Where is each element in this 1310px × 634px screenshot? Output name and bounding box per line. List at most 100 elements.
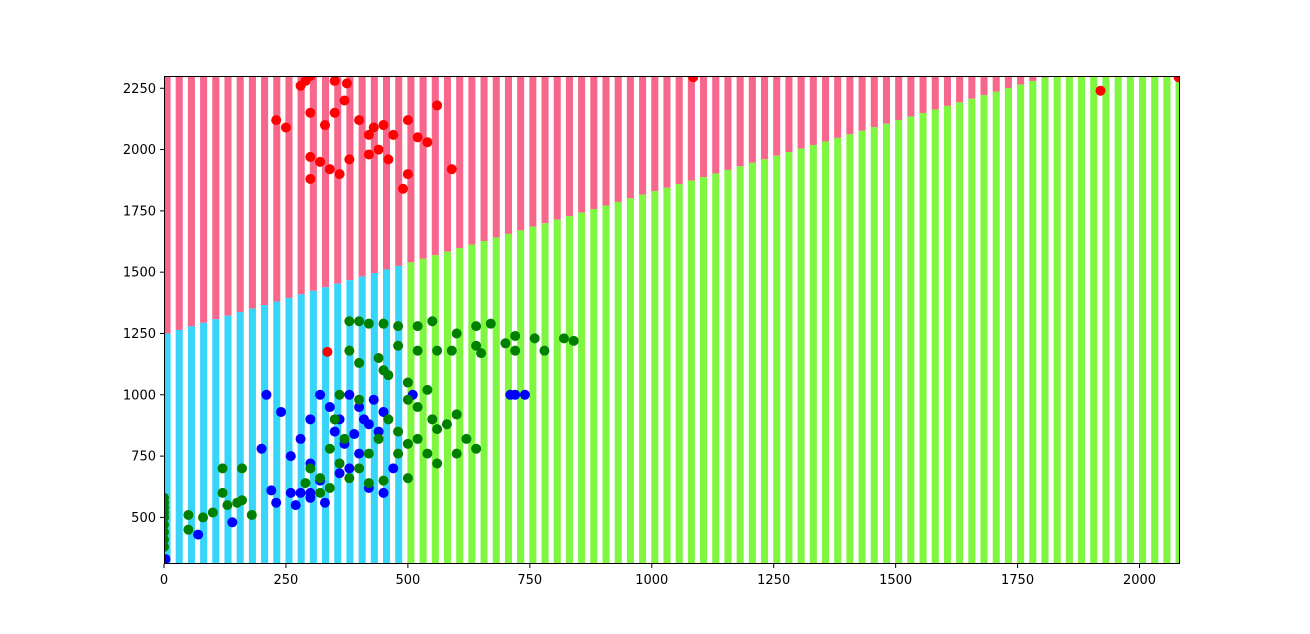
region-bar-red <box>358 76 366 277</box>
region-bar-red <box>224 76 232 316</box>
data-point-series-2 <box>373 353 384 364</box>
region-bar-red <box>956 76 964 103</box>
region-bar-green <box>1090 76 1098 564</box>
region-bar-red <box>943 76 951 106</box>
data-point-series-2 <box>164 519 169 530</box>
scatter-points <box>164 76 1180 564</box>
data-point-series-0 <box>341 78 352 89</box>
data-point-series-2 <box>471 340 482 351</box>
region-bar-red <box>736 76 744 167</box>
region-bar-green <box>480 241 488 564</box>
data-point-series-2 <box>354 463 365 474</box>
region-bar-red <box>919 76 927 114</box>
region-bar-red <box>431 76 439 256</box>
data-point-series-1 <box>358 414 369 425</box>
data-point-series-2 <box>471 321 482 332</box>
data-point-series-2 <box>568 335 579 346</box>
region-bar-green <box>663 187 671 564</box>
data-point-series-2 <box>164 512 169 523</box>
data-point-series-2 <box>471 443 482 454</box>
region-bar-red <box>504 76 513 234</box>
data-point-series-2 <box>383 370 394 381</box>
data-point-series-2 <box>363 478 374 489</box>
region-bar-green <box>773 155 781 564</box>
region-bar-green <box>541 223 549 564</box>
data-point-series-0 <box>334 169 345 180</box>
region-bar-green <box>943 105 951 564</box>
data-point-series-0 <box>322 346 333 357</box>
data-point-series-0 <box>319 120 330 131</box>
region-bar-cyan <box>224 315 232 564</box>
data-point-series-1 <box>295 433 306 444</box>
data-point-series-2 <box>344 316 355 327</box>
data-point-series-2 <box>510 345 521 356</box>
region-bar-red <box>761 76 769 160</box>
region-bar-green <box>553 219 561 564</box>
data-point-series-0 <box>688 76 699 83</box>
region-bar-red <box>748 76 756 163</box>
region-bar-red <box>273 76 281 302</box>
data-point-series-2 <box>402 473 413 484</box>
region-bar-cyan <box>236 312 244 564</box>
data-point-series-0 <box>363 149 374 160</box>
region-bar-red <box>565 76 573 217</box>
region-bar-red <box>687 76 695 181</box>
region-bar-red <box>370 76 378 274</box>
region-bar-red <box>1029 76 1037 82</box>
data-point-series-2 <box>217 487 228 498</box>
region-bar-green <box>578 212 586 564</box>
region-bar-red <box>480 76 488 242</box>
region-bar-green <box>1175 76 1180 564</box>
data-point-series-2 <box>217 463 228 474</box>
region-bar-red <box>200 76 208 323</box>
region-bar-cyan <box>261 305 269 564</box>
region-bar-green <box>931 109 939 564</box>
data-point-series-0 <box>295 80 306 91</box>
data-point-series-0 <box>305 173 316 184</box>
data-point-series-2 <box>324 443 335 454</box>
data-point-series-1 <box>378 406 389 417</box>
data-point-series-2 <box>373 433 384 444</box>
x-tick-label: 2000 <box>1123 573 1156 588</box>
plot-frame <box>164 76 1180 564</box>
data-point-series-1 <box>388 463 399 474</box>
data-point-series-0 <box>344 154 355 165</box>
region-bar-red <box>602 76 610 206</box>
y-axis: 500 750 1000 1250 1500 1750 2000 2250 <box>123 82 164 526</box>
region-bar-cyan <box>187 326 195 564</box>
region-bar-red <box>346 76 354 281</box>
data-point-series-1 <box>510 389 521 400</box>
region-bar-red <box>821 76 830 142</box>
region-bar-green <box>919 113 927 564</box>
data-point-series-2 <box>237 495 248 506</box>
x-tick-label: 1750 <box>1001 573 1034 588</box>
data-point-series-2 <box>441 419 452 430</box>
region-bar-green <box>1053 76 1061 564</box>
region-bar-green <box>821 141 830 564</box>
region-bar-red <box>980 76 988 96</box>
region-bar-red <box>1017 76 1025 85</box>
data-point-series-0 <box>1095 85 1106 96</box>
data-point-series-1 <box>164 554 171 564</box>
data-point-series-2 <box>354 357 365 368</box>
region-bar-green <box>968 98 976 564</box>
region-bar-green <box>565 216 573 564</box>
region-bar-cyan <box>164 333 171 564</box>
data-point-series-1 <box>285 487 296 498</box>
data-point-series-2 <box>339 433 350 444</box>
region-bar-green <box>980 95 988 564</box>
data-point-series-2 <box>305 463 316 474</box>
region-bar-red <box>968 76 976 99</box>
data-point-series-2 <box>485 318 496 329</box>
data-point-series-0 <box>412 132 423 143</box>
data-point-series-2 <box>422 384 433 395</box>
region-bar-green <box>907 116 915 564</box>
data-point-series-2 <box>451 328 462 339</box>
data-point-series-0 <box>305 76 316 81</box>
region-bar-green <box>712 173 720 564</box>
region-bar-green <box>419 258 427 564</box>
data-point-series-0 <box>388 129 399 140</box>
region-bar-red <box>553 76 561 220</box>
region-bar-red <box>846 76 854 135</box>
data-point-series-2 <box>451 448 462 459</box>
